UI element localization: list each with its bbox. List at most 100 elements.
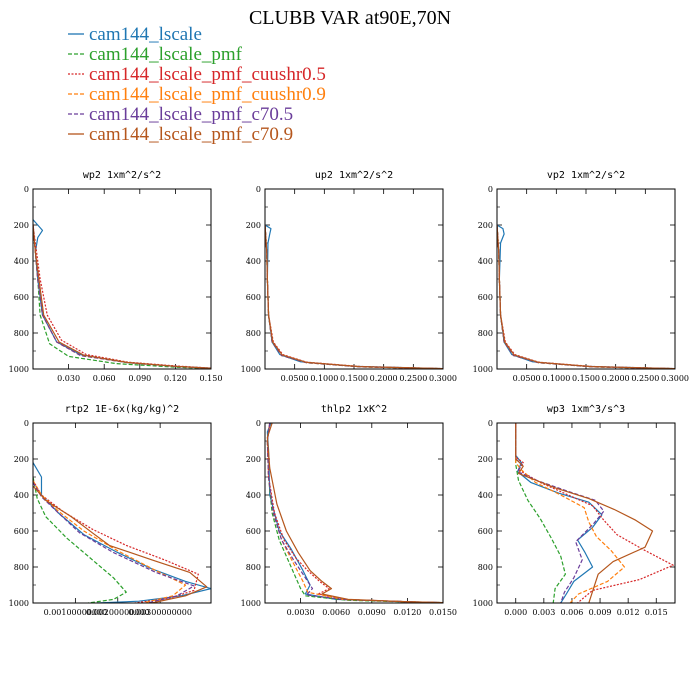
series-group — [33, 219, 211, 369]
series-line — [515, 423, 566, 603]
y-tick-label: 400 — [14, 257, 29, 266]
y-tick-label: 800 — [14, 563, 29, 572]
x-tick-label: 0.000 — [504, 608, 527, 617]
series-line — [265, 224, 443, 369]
y-tick-label: 600 — [14, 527, 29, 536]
x-tick-label: 0.1500 — [340, 374, 368, 383]
x-tick-label: 0.012 — [617, 608, 640, 617]
panel-title: vp2 1xm^2/s^2 — [547, 170, 625, 181]
x-tick-label: 0.1500 — [572, 374, 600, 383]
legend: cam144_lscalecam144_lscale_pmfcam144_lsc… — [68, 24, 326, 145]
y-tick-label: 0 — [256, 419, 261, 428]
y-tick-label: 400 — [14, 491, 29, 500]
series-line — [497, 224, 675, 369]
series-line — [265, 224, 443, 369]
panel-4: rtp2 1E-6x(kg/kg)^2 0 200 400 600 800 1000 0.00… — [9, 404, 212, 617]
y-tick-label: 800 — [478, 329, 493, 338]
legend-item: cam144_lscale_pmf_cuushr0.9 — [68, 84, 326, 105]
x-tick-label: 0.0060 — [322, 608, 350, 617]
series-line — [497, 224, 675, 369]
plot-frame — [32, 188, 212, 370]
x-tick-label: 0.2000 — [602, 374, 630, 383]
series-line — [497, 224, 675, 369]
series-line — [515, 423, 626, 603]
series-line — [265, 224, 443, 369]
y-tick-label: 0 — [488, 419, 493, 428]
y-tick-label: 600 — [246, 527, 261, 536]
y-tick-label: 0 — [24, 419, 29, 428]
series-line — [33, 480, 187, 603]
panel-2: up2 1xm^2/s^2 0 200 400 600 800 1000 0.0500 0.10… — [241, 170, 457, 383]
series-line — [515, 423, 603, 603]
x-tick-label: 0.0150 — [429, 608, 457, 617]
x-tick-label: 0.030 — [57, 374, 80, 383]
series-line — [33, 462, 211, 603]
series-line — [33, 224, 211, 369]
y-tick-label: 600 — [478, 527, 493, 536]
y-tick-label: 200 — [14, 455, 29, 464]
series-line — [265, 224, 443, 369]
x-tick-label: 0.2500 — [631, 374, 659, 383]
plot-frame — [496, 422, 676, 604]
figure-title: CLUBB VAR at90E,70N — [249, 7, 451, 29]
x-tick-label: 0.150 — [200, 374, 223, 383]
y-tick-label: 800 — [14, 329, 29, 338]
y-tick-label: 1000 — [9, 365, 29, 374]
x-tick-label: 0.00300000000 — [128, 608, 192, 617]
y-tick-label: 0 — [24, 185, 29, 194]
plot-frame — [32, 422, 212, 604]
y-tick-label: 0 — [256, 185, 261, 194]
series-line — [33, 485, 208, 603]
x-tick-label: 0.3000 — [429, 374, 457, 383]
legend-label: cam144_lscale — [89, 24, 202, 45]
x-tick-label: 0.0500 — [513, 374, 541, 383]
x-tick-label: 0.0030 — [287, 608, 315, 617]
series-line — [33, 224, 211, 369]
legend-item: cam144_lscale — [68, 24, 202, 45]
y-tick-label: 1000 — [241, 599, 261, 608]
y-tick-label: 400 — [478, 491, 493, 500]
x-tick-label: 0.0120 — [393, 608, 421, 617]
y-tick-label: 1000 — [473, 599, 493, 608]
series-line — [33, 224, 211, 369]
y-tick-label: 1000 — [241, 365, 261, 374]
x-tick-label: 0.090 — [128, 374, 151, 383]
series-line — [497, 224, 675, 369]
series-group — [265, 224, 443, 369]
panel-1: wp2 1xm^2/s^2 0 200 400 600 800 1000 0.030 0.060… — [9, 170, 223, 383]
panel-title: up2 1xm^2/s^2 — [315, 170, 393, 181]
panel-title: wp3 1xm^3/s^3 — [547, 404, 625, 415]
x-tick-label: 0.060 — [93, 374, 116, 383]
series-line — [33, 224, 211, 369]
panels: wp2 1xm^2/s^2 0 200 400 600 800 1000 0.030 0.060… — [9, 170, 689, 617]
x-tick-label: 0.0500 — [281, 374, 309, 383]
series-line — [33, 219, 211, 369]
legend-item: cam144_lscale_pmf_cuushr0.5 — [68, 64, 326, 85]
y-tick-label: 200 — [246, 455, 261, 464]
series-line — [33, 482, 195, 603]
y-tick-label: 200 — [478, 221, 493, 230]
y-tick-label: 1000 — [473, 365, 493, 374]
legend-item: cam144_lscale_pmf — [68, 44, 243, 65]
x-tick-label: 0.003 — [532, 608, 555, 617]
y-tick-label: 600 — [246, 293, 261, 302]
series-line — [33, 476, 127, 603]
panel-title: thlp2 1xK^2 — [321, 404, 387, 415]
y-tick-label: 800 — [246, 329, 261, 338]
x-tick-label: 0.3000 — [661, 374, 689, 383]
series-line — [266, 423, 443, 603]
series-line — [265, 224, 443, 369]
series-line — [515, 423, 654, 603]
x-tick-label: 0.1000 — [542, 374, 570, 383]
y-tick-label: 1000 — [9, 599, 29, 608]
series-group — [497, 224, 675, 369]
series-line — [266, 423, 443, 603]
series-line — [265, 224, 443, 369]
series-line — [266, 423, 443, 603]
x-tick-label: 0.0090 — [358, 608, 386, 617]
series-line — [515, 423, 674, 603]
y-tick-label: 600 — [14, 293, 29, 302]
y-tick-label: 400 — [246, 257, 261, 266]
series-line — [33, 480, 199, 603]
